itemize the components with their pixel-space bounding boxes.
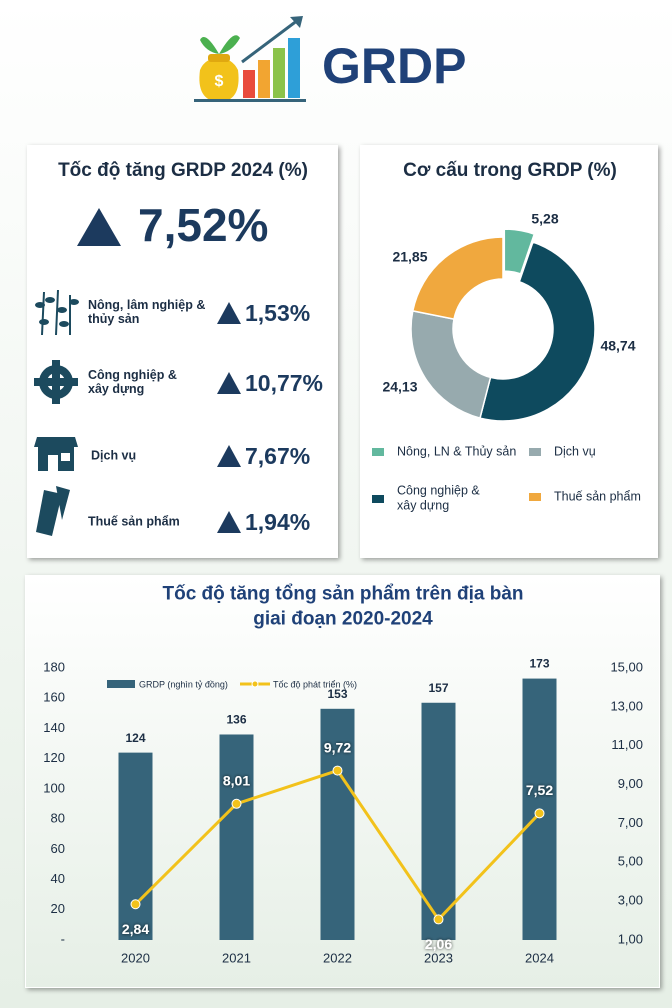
up-arrow	[217, 372, 241, 394]
y-tick-label: 20	[51, 901, 65, 916]
legend-label: Công nghiệp & xây dựng	[397, 484, 480, 513]
growth-total: 7,52%	[138, 199, 268, 251]
data-label: 24,13	[382, 379, 417, 395]
y2-tick-label: 15,00	[610, 659, 643, 674]
bar	[118, 752, 153, 940]
bar-label: 153	[327, 687, 347, 701]
bar-label: 124	[125, 731, 145, 745]
bar-label: 173	[529, 657, 549, 671]
y2-tick-label: 11,00	[611, 737, 643, 752]
sector-value: 1,94%	[245, 509, 310, 535]
legend-swatch	[372, 495, 384, 503]
sector-name: Nông, lâm nghiệp & thủy sản	[88, 298, 205, 326]
structure-panel	[360, 145, 658, 558]
sector-value: 10,77%	[245, 370, 323, 396]
sector-name: Thuế sản phẩm	[88, 514, 180, 528]
line-point	[130, 899, 141, 910]
line-label: 2,06	[425, 936, 452, 952]
data-label: 5,28	[531, 211, 558, 227]
legend-label: GRDP (nghìn tỷ đồng)	[139, 679, 228, 689]
y2-tick-label: 13,00	[610, 698, 643, 713]
bar-title: Tốc độ tăng tổng sản phẩm trên địa bàn gi…	[162, 584, 523, 630]
line-point	[534, 808, 545, 819]
svg-text:$: $	[215, 73, 224, 90]
y2-tick-label: 5,00	[618, 854, 643, 869]
line-point	[231, 798, 242, 809]
legend-swatch	[372, 448, 384, 456]
sector-name: Công nghiệp & xây dựng	[88, 368, 177, 396]
y2-tick-label: 3,00	[618, 893, 643, 908]
legend-marker	[251, 680, 259, 688]
line-label: 8,01	[223, 773, 250, 789]
sector-value: 7,67%	[245, 443, 310, 469]
legend-swatch	[529, 448, 541, 456]
y-tick-label: 40	[51, 871, 65, 886]
legend-swatch	[529, 493, 541, 501]
donut-slice	[411, 236, 504, 321]
x-tick-label: 2020	[121, 950, 150, 965]
x-tick-label: 2024	[525, 950, 554, 965]
donut-slice	[479, 241, 596, 422]
donut-slice	[410, 310, 492, 419]
bar	[320, 708, 355, 940]
up-arrow	[77, 208, 121, 246]
x-tick-label: 2022	[323, 950, 352, 965]
sector-value: 1,53%	[245, 300, 310, 326]
legend-label: Nông, LN & Thủy sản	[397, 444, 516, 458]
y-tick-label: 80	[51, 811, 65, 826]
legend-label: Thuế sản phẩm	[554, 489, 641, 503]
line-label: 7,52	[526, 782, 553, 798]
y2-tick-label: 9,00	[618, 776, 643, 791]
up-arrow	[217, 445, 241, 467]
sector-icons	[34, 289, 79, 536]
up-arrow	[217, 511, 241, 533]
y-tick-label: 160	[43, 690, 65, 705]
y-tick-label: 60	[51, 841, 65, 856]
bar-label: 157	[428, 681, 448, 695]
up-arrow	[217, 302, 241, 324]
data-label: 21,85	[392, 249, 427, 265]
sector-name: Dịch vụ	[91, 448, 136, 462]
donut-slice	[503, 228, 536, 275]
x-tick-label: 2023	[424, 950, 453, 965]
legend-label: Tốc độ phát triển (%)	[273, 679, 357, 689]
line-label: 2,84	[122, 921, 149, 937]
x-tick-label: 2021	[222, 950, 251, 965]
header-title: GRDP	[322, 38, 466, 94]
y-tick-label: 140	[43, 720, 65, 735]
y2-tick-label: 1,00	[618, 931, 643, 946]
y-tick-label: 100	[43, 780, 65, 795]
y-tick-label: -	[61, 931, 65, 946]
bar-label: 136	[226, 713, 246, 727]
y2-tick-label: 7,00	[618, 815, 643, 830]
y-tick-label: 180	[43, 659, 65, 674]
bar	[219, 734, 254, 940]
growth-panel	[27, 145, 338, 558]
data-label: 48,74	[600, 338, 635, 354]
line-label: 9,72	[324, 739, 351, 755]
header-icon: $	[194, 16, 306, 102]
y-tick-label: 120	[43, 750, 65, 765]
line-point	[332, 765, 343, 776]
donut-title: Cơ cấu trong GRDP (%)	[403, 160, 617, 181]
legend-label: Dịch vụ	[554, 444, 596, 458]
legend-swatch	[107, 680, 135, 688]
line-point	[433, 914, 444, 925]
growth-title: Tốc độ tăng GRDP 2024 (%)	[58, 160, 308, 181]
